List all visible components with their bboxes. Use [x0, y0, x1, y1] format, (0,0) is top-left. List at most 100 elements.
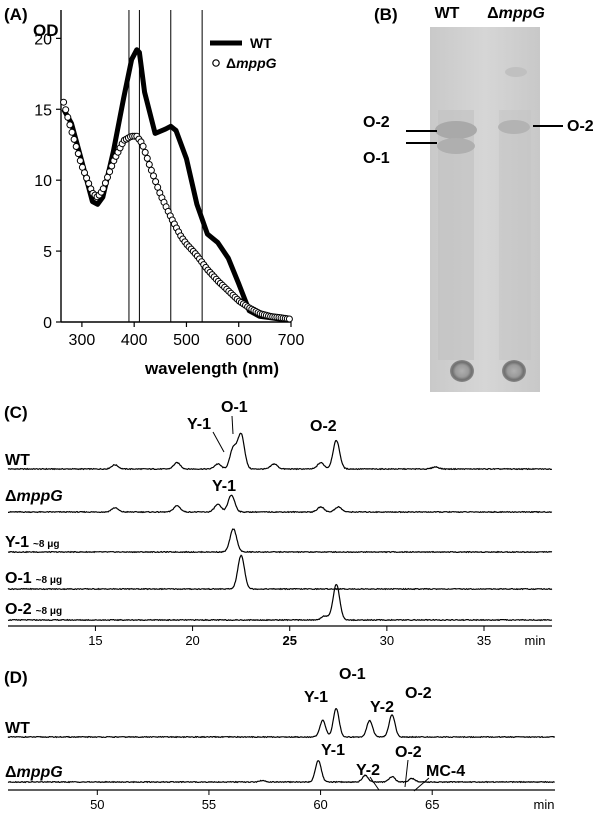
- x-tick-label-50: 50: [90, 797, 104, 812]
- series-mppg-point: [143, 154, 151, 162]
- x-tick-label-55: 55: [202, 797, 216, 812]
- lane-header-mppg: ΔmppG: [487, 5, 545, 22]
- peak-label-d-wt-o1: O-1: [339, 666, 366, 683]
- origin-spot-mppg: [502, 360, 526, 382]
- panel-d-traces: [7, 708, 556, 784]
- series-mppg-point: [99, 185, 107, 193]
- y-tick-label-15: 15: [34, 102, 52, 119]
- peak-label-mppg-y1: Y-1: [212, 478, 236, 495]
- panel-a-x-axis: 300 400 500 600 700: [61, 321, 305, 349]
- peak-label-d-wt-o2: O-2: [405, 685, 432, 702]
- peak-label-d-mppg-o2: O-2: [395, 744, 422, 761]
- panel-b-label: (B): [374, 5, 398, 24]
- trace-d-mppg: [7, 760, 555, 784]
- panel-a-label: (A): [4, 5, 28, 24]
- peak-label-d-mppg-y2: Y-2: [356, 762, 380, 779]
- trace-label-d-wt: WT: [5, 720, 30, 737]
- series-mppg-point: [145, 161, 153, 168]
- peak-leader-d-mppg-y2: [369, 776, 380, 791]
- panel-a-ylabel: OD: [33, 21, 59, 40]
- panel-a-xlabel: wavelength (nm): [144, 359, 279, 378]
- panel-c-label: (C): [4, 403, 28, 422]
- x-tick-label-35: 35: [477, 633, 491, 648]
- trace-label-y1-std: Y-1 ~8 μg: [5, 534, 59, 551]
- trace-label-o1-std: O-1 ~8 μg: [5, 570, 62, 587]
- x-tick-label-30: 30: [380, 633, 394, 648]
- panel-d-label: (D): [4, 668, 28, 687]
- y-tick-label-0: 0: [43, 315, 52, 332]
- band-mppg-faint: [505, 67, 527, 77]
- panel-a-legend: WT ΔmppG: [210, 35, 277, 71]
- panel-c-traces: [7, 432, 553, 622]
- x-tick-label-25: 25: [282, 633, 296, 648]
- x-tick-label-20: 20: [185, 633, 199, 648]
- peak-leader-d-mppg-o2: [404, 759, 409, 788]
- series-mppg-point: [285, 315, 293, 323]
- peak-leader-d-mppg-mc4: [413, 777, 430, 792]
- panel-a-series: [60, 47, 293, 323]
- trace-mppg: [8, 494, 553, 514]
- peak-label-d-wt-y1: Y-1: [304, 689, 328, 706]
- series-mppg-point: [150, 172, 157, 180]
- series-mppg-point: [70, 135, 78, 143]
- trace-wt: [7, 432, 553, 471]
- panel-b: (B) WT ΔmppG O-2 O-1 O-2: [363, 5, 594, 392]
- x-tick-label-500: 500: [173, 332, 200, 349]
- legend-wt-label: WT: [250, 35, 272, 51]
- legend-mppg-swatch: [212, 59, 220, 67]
- band-mppg-o2: [498, 120, 530, 134]
- series-mppg-point: [139, 142, 147, 150]
- peak-label-wt-o1: O-1: [221, 399, 248, 416]
- band-wt-o2: [435, 121, 477, 139]
- peak-leader-wt-y1: [212, 431, 225, 453]
- band-label-o2-left: O-2: [363, 114, 390, 131]
- series-mppg-point: [76, 157, 84, 165]
- panel-a: (A) OD 0 5 10 15 20 300 400 500 600 700 waveleng…: [4, 5, 304, 378]
- series-mppg-point: [64, 113, 72, 121]
- x-tick-label-60: 60: [313, 797, 327, 812]
- axis-unit-label: min: [525, 633, 546, 648]
- x-tick-label-400: 400: [121, 332, 148, 349]
- origin-spot-wt: [450, 360, 474, 382]
- x-tick-label-600: 600: [225, 332, 252, 349]
- series-mppg-point: [152, 178, 160, 186]
- trace-label-d-mppg: ΔmppG: [5, 764, 63, 781]
- series-mppg-point: [72, 143, 80, 150]
- trace-d-wt: [7, 708, 556, 739]
- x-tick-label-700: 700: [278, 332, 305, 349]
- x-tick-label-65: 65: [425, 797, 439, 812]
- peak-label-wt-y1: Y-1: [187, 416, 211, 433]
- series-wt-line: [61, 47, 291, 322]
- panel-a-y-axis: 0 5 10 15 20: [34, 10, 62, 332]
- band-label-o2-right: O-2: [567, 118, 594, 135]
- peak-leader-wt-o1: [231, 415, 234, 435]
- series-mppg-point: [106, 168, 114, 176]
- panel-c: (C) WT ΔmppG Y-1 ~8 μg O-1 ~8 μg O-2 ~8 μg …: [4, 399, 553, 648]
- series-mppg-point: [62, 106, 70, 114]
- band-wt-o1: [437, 138, 475, 154]
- y-tick-label-20: 20: [34, 31, 52, 48]
- peak-label-d-mppg-y1: Y-1: [321, 742, 345, 759]
- panel-d-x-axis: 50 55 60 65 min: [8, 789, 555, 812]
- trace-label-wt: WT: [5, 452, 30, 469]
- peak-label-d-mppg-mc4: MC-4: [426, 763, 465, 780]
- series-mppg-point: [141, 148, 149, 156]
- trace-y1-std: [7, 528, 553, 554]
- peak-label-wt-o2: O-2: [310, 418, 337, 435]
- band-label-o1-left: O-1: [363, 150, 390, 167]
- x-tick-label-300: 300: [69, 332, 96, 349]
- series-mppg-point: [101, 179, 109, 187]
- series-mppg-point: [60, 98, 68, 106]
- x-tick-label-15: 15: [88, 633, 102, 648]
- trace-label-o2-std: O-2 ~8 μg: [5, 601, 62, 618]
- trace-o1-std: [7, 554, 553, 591]
- peak-label-d-wt-y2: Y-2: [370, 699, 394, 716]
- y-tick-label-10: 10: [34, 173, 52, 190]
- series-mppg-point: [66, 121, 74, 129]
- trace-o2-std: [7, 583, 553, 622]
- lane-header-wt: WT: [435, 5, 460, 22]
- panel-d: (D) WT ΔmppG 50 55 60 65 min Y-1 O-1 Y-2 O-2…: [4, 666, 556, 812]
- axis-unit-label: min: [534, 797, 555, 812]
- lane-mppg-smear: [499, 110, 531, 360]
